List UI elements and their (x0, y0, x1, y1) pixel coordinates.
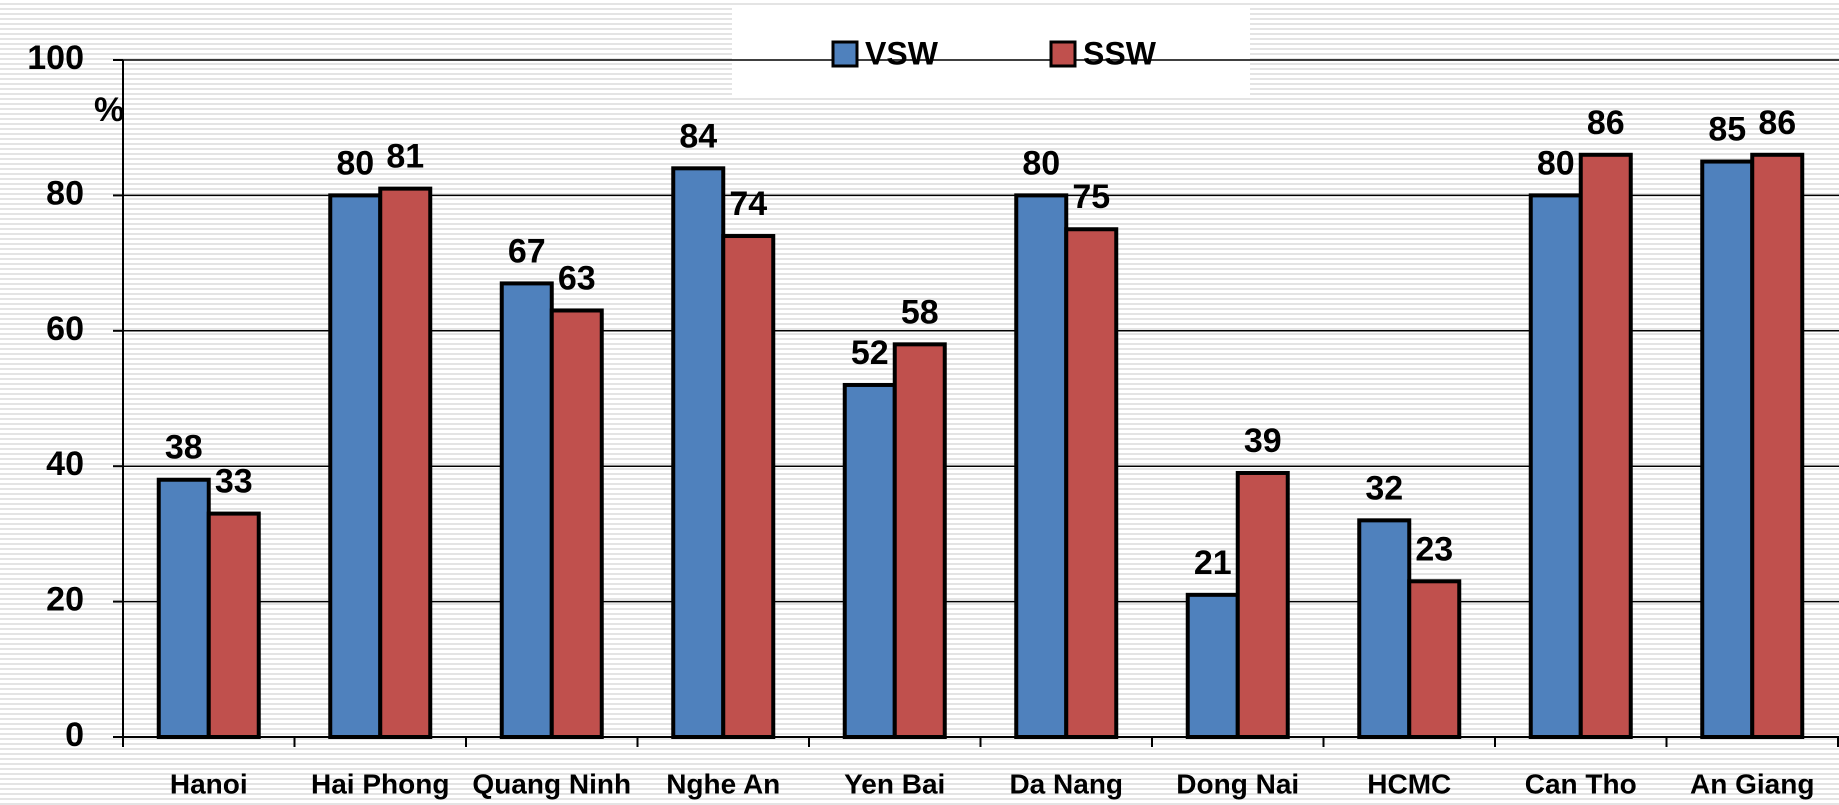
x-tick-label: Da Nang (1009, 768, 1123, 799)
x-tick-label: An Giang (1690, 768, 1814, 799)
x-tick-label: HCMC (1367, 768, 1451, 799)
bar (721, 234, 776, 740)
bar (156, 477, 211, 739)
data-label: 63 (558, 259, 596, 297)
data-label: 58 (901, 293, 939, 331)
x-tick-label: Yen Bai (844, 768, 945, 799)
y-tick-label: 0 (65, 716, 84, 754)
bar (1528, 193, 1583, 739)
bar (1750, 152, 1805, 739)
legend-swatch (1049, 40, 1077, 68)
bar (378, 186, 433, 739)
legend-label: VSW (865, 35, 939, 71)
bar (1700, 159, 1755, 740)
data-label: 81 (386, 138, 424, 176)
data-label: 84 (679, 117, 717, 155)
data-label: 80 (336, 144, 374, 182)
y-tick-label: 60 (46, 310, 84, 348)
bar (549, 308, 604, 739)
bar (892, 342, 947, 739)
bar (328, 193, 383, 739)
y-tick-label: 100 (27, 39, 84, 77)
bar (1235, 470, 1290, 739)
x-tick-label: Hai Phong (311, 768, 449, 799)
x-tick-label: Dong Nai (1176, 768, 1299, 799)
y-tick-label: 20 (46, 581, 84, 619)
bar (1578, 152, 1633, 739)
data-label: 85 (1708, 111, 1746, 149)
bar (1407, 579, 1462, 739)
data-label: 52 (851, 334, 889, 372)
data-label: 80 (1022, 144, 1060, 182)
data-label: 21 (1194, 544, 1232, 582)
data-label: 80 (1537, 144, 1575, 182)
y-tick-label: 40 (46, 445, 84, 483)
y-axis-label: % (94, 91, 124, 129)
bar (671, 166, 726, 739)
legend-box (732, 8, 1250, 98)
bar (1185, 592, 1240, 740)
bar (499, 281, 554, 739)
data-label: 39 (1244, 422, 1282, 460)
x-tick-label: Can Tho (1525, 768, 1637, 799)
data-label: 74 (729, 185, 767, 223)
bar (206, 511, 261, 740)
data-label: 33 (215, 463, 253, 501)
data-label: 38 (165, 429, 203, 467)
data-label: 32 (1365, 469, 1403, 507)
x-tick-label: Hanoi (170, 768, 248, 799)
data-label: 86 (1758, 104, 1796, 142)
data-label: 86 (1587, 104, 1625, 142)
x-tick-label: Nghe An (666, 768, 780, 799)
legend-label: SSW (1083, 35, 1157, 71)
bar (1014, 193, 1069, 739)
data-label: 23 (1415, 530, 1453, 568)
bar (1064, 227, 1119, 739)
bar (1357, 518, 1412, 739)
bar (842, 382, 897, 739)
data-label: 67 (508, 232, 546, 270)
x-tick-label: Quang Ninh (472, 768, 631, 799)
legend-swatch (831, 40, 859, 68)
y-tick-label: 80 (46, 174, 84, 212)
data-label: 75 (1072, 178, 1110, 216)
